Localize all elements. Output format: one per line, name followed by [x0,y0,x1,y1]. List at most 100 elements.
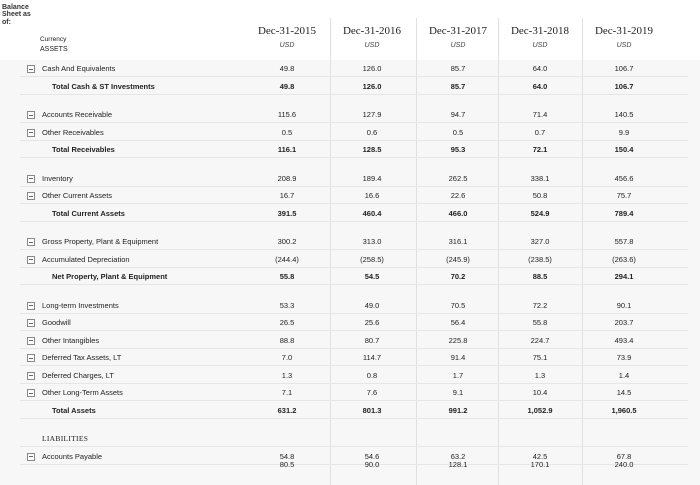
cell-value: 466.0 [448,208,468,218]
cell-value: 1,960.5 [611,405,637,415]
expand-toggle[interactable] [27,65,35,73]
cell-value: 1,052.9 [527,405,553,415]
cell-value: 294.1 [614,272,634,281]
expand-toggle[interactable] [27,452,35,461]
row-label: Accounts Receivable [42,110,113,119]
expand-toggle[interactable] [27,174,35,183]
cell-value: (263.6) [612,254,636,264]
cell-value: 91.4 [450,353,466,362]
cell-value: 49.8 [279,81,295,91]
column-divider [330,18,331,485]
column-unit: USD [279,42,295,49]
cell-value: 1.3 [534,370,546,380]
cell-value: 208.9 [277,173,297,183]
cell-value: 54.5 [364,272,380,281]
row-line [20,417,688,419]
cell-value: 327.0 [530,237,550,246]
cell-value: 0.5 [281,127,293,137]
cell-value: 85.7 [450,64,466,73]
expand-toggle[interactable] [27,389,35,397]
column-date: Dec-31-2018 [510,25,570,37]
column-unit: USD [450,42,466,49]
cell-value: 67.8 [616,451,632,461]
cell-value: 88.8 [279,335,295,345]
expand-toggle[interactable] [27,255,35,264]
cell-value: 0.6 [366,127,378,137]
cell-value: 225.8 [448,335,468,345]
cell-value: 313.0 [362,237,382,246]
expand-toggle[interactable] [27,354,35,362]
cell-value: 63.2 [450,451,466,461]
cell-value: 64.0 [532,81,548,91]
row-label: Cash And Equivalents [42,64,116,73]
column-date: Dec-31-2016 [342,25,402,37]
row-line [20,446,688,447]
cell-value: 7.0 [281,353,293,362]
cell-value: 64.0 [532,64,548,73]
expand-toggle[interactable] [27,238,35,246]
cell-value: 126.0 [362,64,382,73]
column-date: Dec-31-2017 [428,25,488,37]
cell-value: 54.6 [364,451,380,461]
column-unit: USD [364,42,380,49]
cell-value: 460.4 [362,208,382,218]
expand-toggle[interactable] [27,336,35,345]
cell-value: 16.6 [364,191,380,200]
expand-toggle[interactable] [27,192,35,200]
cell-value: 140.5 [614,110,634,119]
cell-value: 203.7 [614,318,634,327]
expand-toggle[interactable] [27,301,35,310]
cell-value: 0.7 [534,127,546,137]
assets-heading: ASSETS [40,46,68,53]
row-line [20,400,688,401]
cell-value: 189.4 [362,173,382,183]
cell-value: 9.1 [452,388,464,397]
cell-value: 70.2 [450,272,466,281]
section-heading: LIABILITIES [42,434,89,443]
row-line [20,365,688,366]
row-line [20,185,688,187]
row-label: Deferred Charges, LT [42,370,114,380]
cell-value: 42.5 [532,451,548,461]
cell-value: 88.5 [532,272,548,281]
cell-value: 106.7 [614,64,634,73]
cell-value: 456.6 [614,173,634,183]
cell-value: 128.5 [362,145,382,154]
row-line [20,284,688,285]
cell-value: 106.7 [614,81,634,91]
cell-value: 55.8 [532,318,548,327]
sheet-caption: Balance Sheet as of: [2,4,31,26]
cell-value: (258.5) [360,254,384,264]
expand-toggle[interactable] [27,319,35,327]
cell-value: 338.1 [530,173,550,183]
expand-toggle[interactable] [27,111,35,119]
cell-value: 53.3 [279,300,295,310]
cell-value: 9.9 [618,127,630,137]
column-divider [582,18,583,485]
cell-value: 300.2 [277,237,297,246]
cell-value: 493.4 [614,335,634,345]
row-line [20,463,688,465]
row-label: Total Assets [52,405,96,415]
cell-value: 75.7 [616,191,632,200]
cell-value: 7.1 [281,388,293,397]
row-line [20,312,688,314]
cell-value: 524.9 [530,208,550,218]
expand-toggle[interactable] [27,371,35,380]
row-line [20,382,688,384]
expand-toggle[interactable] [27,128,35,137]
row-line [20,249,688,250]
cell-value: 801.3 [362,405,382,415]
cell-value: 0.8 [366,370,378,380]
cell-value: 25.6 [364,318,380,327]
cell-value: 1.7 [452,370,464,380]
cell-value: 991.2 [448,405,468,415]
cell-value: 1.4 [618,370,630,380]
cell-value: 316.1 [448,237,468,246]
cell-value: 170.1 [530,460,550,469]
cell-value: 49.0 [364,300,380,310]
cell-value: 72.1 [532,145,548,154]
row-label: Total Current Assets [52,208,125,218]
cell-value: 262.5 [448,173,468,183]
row-line [20,76,688,77]
